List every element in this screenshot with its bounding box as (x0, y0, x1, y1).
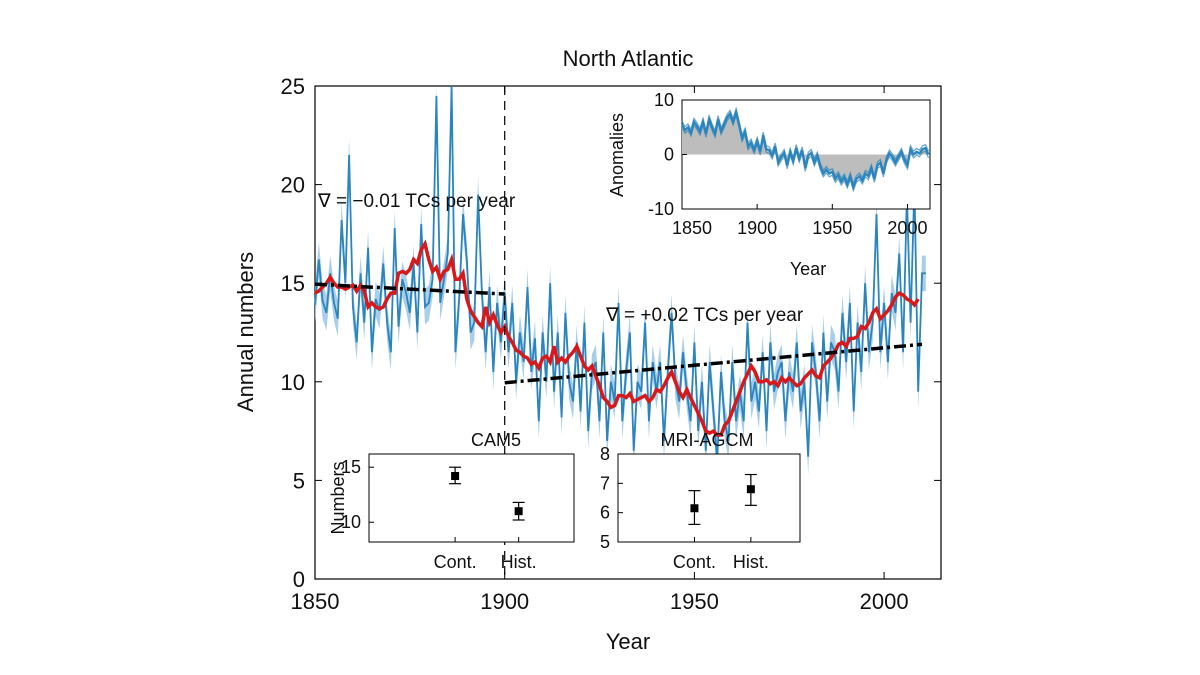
anomalies-mean-line (681, 107, 930, 191)
x-tick-label: 1950 (670, 589, 719, 614)
anomalies-x-tick-label: 1900 (737, 218, 777, 238)
anomalies-x-tick-label: 2000 (887, 218, 927, 238)
x-tick-label: 1900 (480, 589, 529, 614)
chart-title: North Atlantic (563, 46, 694, 71)
x-tick-label: 1850 (291, 589, 340, 614)
y-tick-label: 10 (281, 370, 305, 395)
anomalies-x-tick-label: 1950 (812, 218, 852, 238)
annual-series-line (314, 85, 926, 461)
main-plot-frame (314, 85, 942, 580)
y-tick-label: 15 (281, 271, 305, 296)
cam5-inset: 10 15 Cont. Hist. CAM5 Numbers (328, 430, 575, 572)
mri-agcm-point-marker (746, 485, 755, 494)
anomalies-x-axis: 1850 1900 1950 2000 (672, 204, 927, 238)
main-x-axis: 1850 1900 1950 2000 (291, 86, 909, 614)
x-tick-label: 2000 (860, 589, 909, 614)
smoothed-series-line (314, 239, 920, 437)
cam5-y-tick-label: 10 (341, 512, 361, 532)
anomalies-member-line (681, 112, 930, 193)
mri-agcm-x-tick-label: Cont. (673, 552, 716, 572)
anomalies-y-tick-label: -10 (648, 199, 674, 219)
main-y-axis: 0 5 10 15 20 25 (281, 74, 941, 592)
mri-agcm-y-tick-label: 5 (600, 532, 610, 552)
y-tick-label: 25 (281, 74, 305, 99)
anomalies-y-tick-label: 0 (664, 145, 674, 165)
cam5-y-tick-label: 15 (341, 457, 361, 477)
y-axis-label: Annual numbers (233, 252, 258, 412)
cam5-title: CAM5 (471, 430, 521, 450)
y-tick-label: 0 (293, 567, 305, 592)
cam5-x-tick-label: Cont. (434, 552, 477, 572)
anomalies-series-layer (681, 106, 930, 193)
main-series-layer (314, 85, 926, 579)
anomalies-x-axis-label: Year (790, 259, 826, 279)
trend-line-late (504, 342, 923, 385)
mri-agcm-x-tick-label: Hist. (733, 552, 769, 572)
mri-agcm-y-tick-label: 7 (600, 473, 610, 493)
anomalies-inset: -10 0 10 1850 1900 1950 2000 Year Anomalies (607, 90, 931, 279)
cam5-points-layer: 10 15 Cont. Hist. (341, 457, 537, 572)
anomalies-y-axis: -10 0 10 (648, 90, 687, 219)
mri-agcm-y-tick-label: 8 (600, 444, 610, 464)
trend-label-late: ∇ = +0.02 TCs per year (605, 305, 804, 326)
mri-agcm-point-marker (690, 504, 699, 513)
anomalies-y-tick-label: 10 (654, 90, 674, 110)
main-plot: 0 5 10 15 20 25 1850 1900 1950 2000 North Atlant… (233, 46, 942, 654)
cam5-x-tick-label: Hist. (501, 552, 537, 572)
mri-agcm-y-tick-label: 6 (600, 503, 610, 523)
x-axis-label: Year (606, 629, 650, 654)
anomalies-shaded-area (682, 112, 929, 188)
y-tick-label: 5 (293, 468, 305, 493)
mri-agcm-inset: 5 6 7 8 Cont. Hist. MRI-AGCM (600, 430, 801, 572)
mri-agcm-title: MRI-AGCM (661, 430, 754, 450)
trend-line-early (314, 282, 505, 296)
mri-agcm-points-layer: 5 6 7 8 Cont. Hist. (600, 444, 769, 572)
anomalies-x-tick-label: 1850 (672, 218, 712, 238)
mri-agcm-inset-background (617, 453, 801, 543)
cam5-inset-background (368, 453, 575, 543)
cam5-point-marker (451, 472, 460, 480)
y-tick-label: 20 (281, 173, 305, 198)
trend-label-early: ∇ = −0.01 TCs per year (317, 191, 516, 212)
cam5-y-axis-label: Numbers (328, 461, 348, 534)
cam5-point-marker (514, 507, 523, 516)
anomalies-y-axis-label: Anomalies (607, 113, 627, 197)
